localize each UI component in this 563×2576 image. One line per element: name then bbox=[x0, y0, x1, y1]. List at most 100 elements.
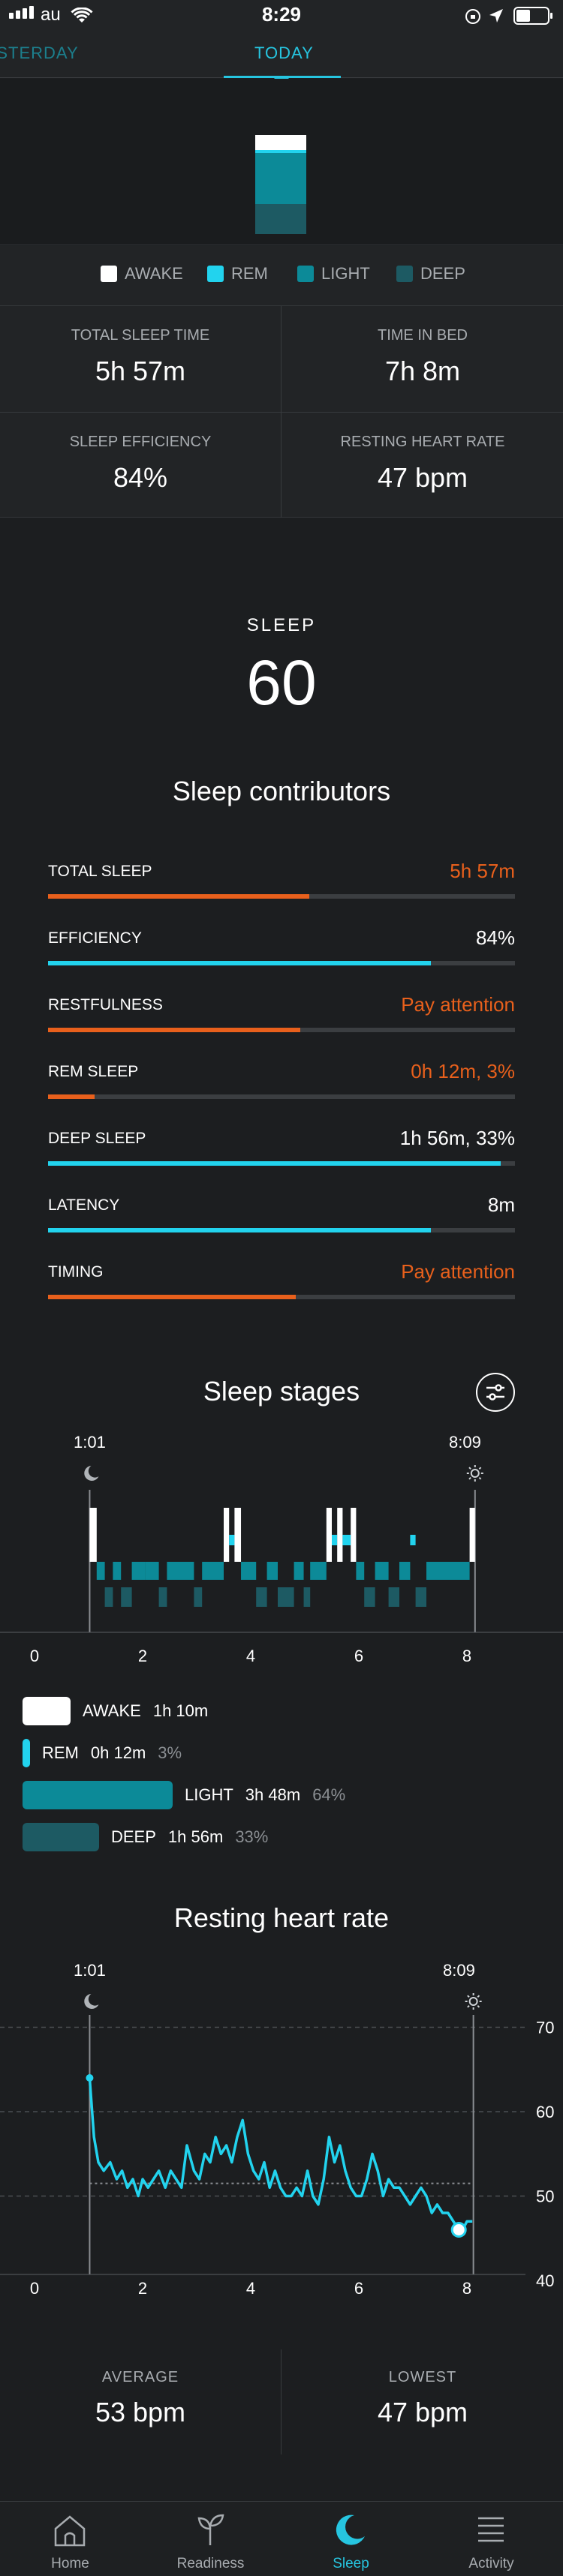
moon-icon bbox=[336, 2514, 365, 2545]
stat-sleep-efficiency: SLEEP EFFICIENCY 84% bbox=[69, 434, 212, 493]
hr-end-time: 8:09 bbox=[443, 1961, 475, 1980]
sun-ray bbox=[467, 2004, 470, 2008]
contributor-level-bar bbox=[48, 1094, 95, 1099]
chart-settings-button[interactable] bbox=[476, 1373, 515, 1412]
stage-segment bbox=[351, 1508, 357, 1562]
home-icon bbox=[54, 2515, 86, 2547]
stage-segment bbox=[194, 1587, 203, 1607]
sun-ray bbox=[478, 1476, 482, 1480]
contributor-track bbox=[48, 1161, 515, 1166]
nav-sleep[interactable]: Sleep bbox=[281, 2502, 421, 2576]
rem-swatch bbox=[207, 266, 224, 282]
contributor-value: 1h 56m, 33% bbox=[399, 1127, 515, 1149]
bottom-navigation: Home Readiness Sleep Activity bbox=[0, 2501, 563, 2576]
contributor-track bbox=[48, 1228, 515, 1232]
contributor-latency[interactable]: LATENCY 8m bbox=[48, 1193, 515, 1241]
stage-legend: AWAKE REM LIGHT DEEP bbox=[0, 246, 563, 306]
wifi-icon bbox=[71, 8, 93, 23]
stages-x-tick: 6 bbox=[354, 1647, 363, 1665]
contributor-rem-sleep[interactable]: REM SLEEP 0h 12m, 3% bbox=[48, 1060, 515, 1108]
contributor-track bbox=[48, 1094, 515, 1099]
contributor-value: 5h 57m bbox=[450, 860, 515, 882]
contributor-label: TIMING bbox=[48, 1263, 104, 1280]
contributor-label: EFFICIENCY bbox=[48, 929, 142, 947]
stage-segment bbox=[145, 1562, 159, 1580]
nav-home[interactable]: Home bbox=[0, 2502, 140, 2576]
contributor-label: REM SLEEP bbox=[48, 1063, 139, 1080]
contributor-value: Pay attention bbox=[401, 993, 515, 1016]
hr-series-line bbox=[88, 2077, 473, 2232]
breakdown-light: LIGHT 3h 48m 64% bbox=[23, 1781, 345, 1809]
hr-lowest: LOWEST 47 bpm bbox=[377, 2369, 468, 2427]
location-icon bbox=[489, 9, 503, 23]
stage-segment bbox=[256, 1587, 267, 1607]
battery-icon bbox=[513, 7, 552, 25]
hr-start-point bbox=[86, 2074, 94, 2082]
awake-swatch bbox=[101, 266, 117, 282]
sun-icon bbox=[468, 1997, 478, 2006]
sleep-score-value: 60 bbox=[246, 647, 317, 718]
stage-segment bbox=[375, 1562, 389, 1580]
stat-time-in-bed: TIME IN BED 7h 8m bbox=[377, 327, 468, 386]
stage-segment bbox=[364, 1587, 375, 1607]
nav-activity[interactable]: Activity bbox=[421, 2502, 561, 2576]
stat-total-sleep-time: TOTAL SLEEP TIME 5h 57m bbox=[71, 327, 210, 386]
legend-deep: DEEP bbox=[396, 264, 465, 284]
tab-yesterday[interactable]: YESTERDAY bbox=[0, 44, 79, 62]
hr-x-tick: 8 bbox=[462, 2279, 471, 2295]
stages-x-tick: 0 bbox=[30, 1647, 39, 1665]
hr-y-tick: 60 bbox=[536, 2103, 554, 2121]
hr-x-tick: 2 bbox=[138, 2279, 147, 2295]
breakdown-rem: REM 0h 12m 3% bbox=[23, 1739, 182, 1767]
contributor-level-bar bbox=[48, 1161, 501, 1166]
awake-bar bbox=[23, 1697, 71, 1725]
sun-ray bbox=[477, 1995, 480, 1998]
stages-end-time: 8:09 bbox=[449, 1433, 481, 1452]
contributor-total-sleep[interactable]: TOTAL SLEEP 5h 57m bbox=[48, 860, 515, 908]
deep-bar bbox=[23, 1823, 99, 1851]
hr-x-tick: 6 bbox=[354, 2279, 363, 2295]
clock: 8:29 bbox=[261, 3, 302, 26]
stage-segment bbox=[167, 1562, 194, 1580]
stat-resting-heart-rate: RESTING HEART RATE 47 bpm bbox=[340, 434, 505, 493]
tab-today[interactable]: TODAY bbox=[254, 44, 314, 62]
status-bar: au 8:29 bbox=[0, 0, 563, 32]
stage-segment bbox=[158, 1587, 167, 1607]
heart-rate-summary: AVERAGE 53 bpm LOWEST 47 bpm bbox=[0, 2325, 563, 2475]
breakdown-awake: AWAKE 1h 10m bbox=[23, 1697, 208, 1725]
sleep-stages-title: Sleep stages bbox=[203, 1376, 360, 1407]
contributor-restfulness[interactable]: RESTFULNESS Pay attention bbox=[48, 993, 515, 1041]
contributor-level-bar bbox=[48, 1028, 300, 1032]
stage-segment bbox=[104, 1587, 113, 1607]
stage-segment bbox=[342, 1535, 351, 1545]
nav-readiness[interactable]: Readiness bbox=[140, 2502, 281, 2576]
light-swatch bbox=[297, 266, 314, 282]
contributor-track bbox=[48, 894, 515, 899]
stage-segment bbox=[266, 1562, 278, 1580]
stage-segment bbox=[399, 1562, 411, 1580]
orientation-lock-icon bbox=[465, 9, 480, 24]
contributor-value: 0h 12m, 3% bbox=[411, 1060, 515, 1082]
tab-underline bbox=[224, 76, 341, 78]
stage-segment bbox=[241, 1562, 257, 1580]
contributor-label: LATENCY bbox=[48, 1196, 120, 1214]
stage-segment bbox=[131, 1562, 146, 1580]
contributor-deep-sleep[interactable]: DEEP SLEEP 1h 56m, 33% bbox=[48, 1127, 515, 1175]
hr-x-tick: 4 bbox=[246, 2279, 255, 2295]
stage-segment bbox=[229, 1535, 235, 1545]
sun-ray bbox=[468, 1476, 471, 1480]
legend-rem: REM bbox=[207, 264, 268, 284]
contributor-value: 84% bbox=[475, 926, 515, 949]
contributor-timing[interactable]: TIMING Pay attention bbox=[48, 1260, 515, 1308]
contributor-level-bar bbox=[48, 1228, 432, 1232]
stage-segment bbox=[415, 1587, 426, 1607]
contributor-level-bar bbox=[48, 1295, 296, 1299]
stage-segment bbox=[89, 1508, 97, 1562]
sliders-icon bbox=[486, 1384, 504, 1401]
stage-segment bbox=[337, 1508, 343, 1562]
contributor-efficiency[interactable]: EFFICIENCY 84% bbox=[48, 926, 515, 974]
light-bar bbox=[23, 1781, 173, 1809]
heart-rate-title: Resting heart rate bbox=[173, 1902, 390, 1933]
sun-ray bbox=[478, 1467, 482, 1470]
moon-icon bbox=[84, 1994, 99, 2009]
